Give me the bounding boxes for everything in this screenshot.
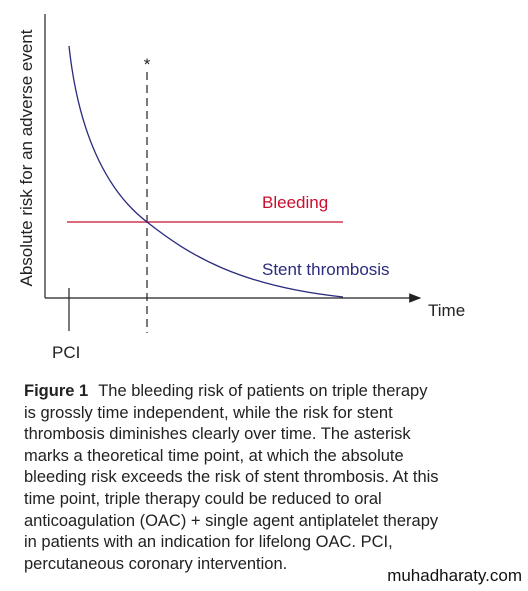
- figure: Absolute risk for an adverse event Time …: [17, 14, 465, 362]
- x-axis-label: Time: [428, 301, 465, 320]
- caption-line: marks a theoretical time point, at which…: [24, 446, 404, 465]
- thrombosis-curve: [68, 45, 344, 298]
- caption: Figure 1 The bleeding risk of patients on…: [24, 381, 439, 575]
- caption-label: Figure 1: [24, 382, 89, 400]
- caption-line: time point, triple therapy could be redu…: [24, 489, 382, 508]
- watermark: muhadharaty.com: [387, 566, 522, 585]
- caption-line: in patients with an indication for lifel…: [24, 533, 393, 552]
- y-axis-label: Absolute risk for an adverse event: [17, 29, 36, 286]
- asterisk: *: [144, 55, 151, 74]
- pci-label: PCI: [52, 343, 80, 362]
- caption-line: bleeding risk exceeds the risk of stent …: [24, 468, 439, 487]
- thrombosis-label: Stent thrombosis: [262, 260, 390, 279]
- caption-line: is grossly time independent, while the r…: [24, 403, 393, 422]
- bleeding-label: Bleeding: [262, 193, 328, 212]
- caption-text: The bleeding risk of patients on triple …: [98, 382, 428, 400]
- caption-line: percutaneous coronary intervention.: [24, 554, 288, 573]
- caption-line: thrombosis diminishes clearly over time.…: [24, 425, 411, 444]
- caption-line: anticoagulation (OAC) + single agent ant…: [24, 511, 439, 530]
- caption-line: Figure 1 The bleeding risk of patients on…: [24, 381, 439, 403]
